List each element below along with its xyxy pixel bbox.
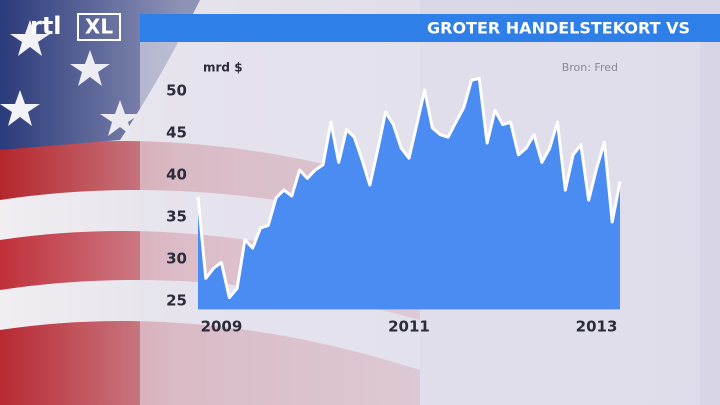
y-tick-label: 25 bbox=[166, 292, 187, 310]
chart-title: GROTER HANDELSTEKORT VS bbox=[427, 19, 690, 38]
area bbox=[198, 78, 620, 310]
y-axis-label: mrd $ bbox=[203, 61, 243, 75]
logo-box bbox=[77, 13, 121, 41]
x-tick-label: 2011 bbox=[388, 318, 430, 336]
y-tick-label: 45 bbox=[166, 124, 187, 142]
x-tick-label: 2009 bbox=[201, 318, 243, 336]
x-tick-label: 2013 bbox=[576, 318, 618, 336]
header-bar bbox=[140, 14, 720, 42]
logo-box-text: XL bbox=[85, 15, 113, 39]
y-tick-label: 50 bbox=[166, 82, 187, 100]
source: Bron: Fred bbox=[562, 61, 618, 74]
plot: 25 30 35 40 45 50 2009 2011 2013 bbox=[166, 76, 622, 336]
y-tick-label: 35 bbox=[166, 208, 187, 226]
y-tick-label: 30 bbox=[166, 250, 187, 268]
logo: rtl XL bbox=[30, 12, 121, 41]
line bbox=[196, 76, 622, 300]
y-tick-label: 40 bbox=[166, 166, 187, 184]
logo-main: rtl bbox=[30, 12, 62, 40]
